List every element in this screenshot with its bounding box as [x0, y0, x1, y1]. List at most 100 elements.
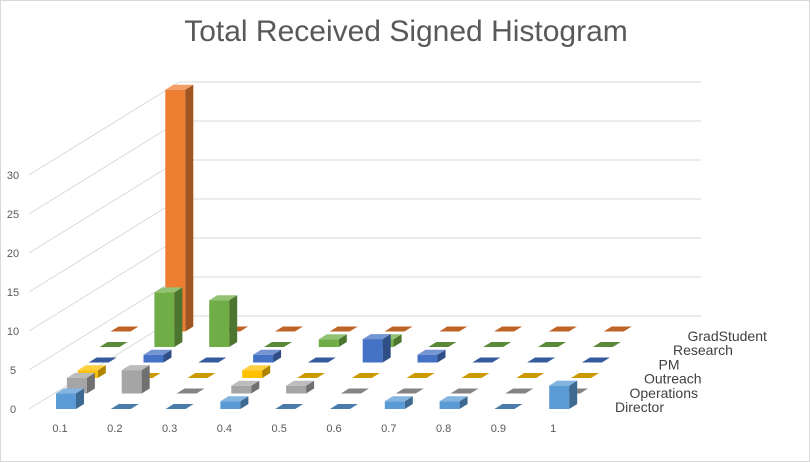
bar — [581, 357, 610, 363]
bar-top — [143, 349, 172, 355]
bar — [176, 388, 205, 394]
bar-top — [77, 365, 106, 371]
bar-front — [384, 401, 405, 409]
bar-side — [163, 349, 172, 363]
bar-front — [121, 370, 142, 394]
bar — [143, 349, 172, 363]
bar-side — [240, 396, 249, 409]
bar-floor-tile — [264, 342, 292, 347]
gridline — [28, 159, 701, 254]
bar-side — [141, 365, 150, 394]
y-tick-label: 0 — [10, 404, 16, 416]
bar — [483, 342, 512, 347]
bar — [330, 404, 358, 409]
bar-floor-tile — [516, 373, 545, 378]
bar — [527, 357, 556, 363]
bar-floor-tile — [527, 357, 556, 363]
y-tick-label: 30 — [7, 170, 19, 182]
bar — [231, 380, 260, 394]
bar-front — [143, 354, 164, 363]
bar-floor-tile — [297, 373, 325, 378]
y-tick-label: 5 — [10, 365, 16, 377]
bar — [264, 342, 292, 347]
bar-front — [286, 385, 307, 394]
bar-top — [318, 334, 347, 340]
x-tick-label: 0.2 — [107, 423, 122, 435]
bar-floor-tile — [592, 342, 621, 347]
bar — [99, 342, 128, 347]
x-tick-label: 0.3 — [162, 423, 177, 435]
bar — [110, 326, 139, 332]
x-tick-label: 0.4 — [217, 423, 232, 435]
bar-floor-tile — [450, 388, 479, 394]
bar-floor-tile — [494, 326, 523, 332]
series-labels: DirectorOperationsOutreachPMResearchGrad… — [615, 328, 767, 415]
bar-top — [253, 349, 282, 355]
bar — [439, 396, 468, 409]
series-label: Operations — [630, 385, 698, 401]
bar-front — [417, 354, 438, 363]
bar-side — [76, 388, 84, 409]
bar-side — [174, 287, 183, 347]
bar-front — [439, 401, 460, 409]
bar-front — [56, 393, 76, 409]
bar — [154, 287, 183, 347]
bar-side — [459, 396, 468, 409]
bar-top — [220, 396, 249, 402]
bar — [307, 357, 336, 363]
bar-front — [318, 339, 339, 347]
x-tick-label: 0.6 — [326, 423, 341, 435]
series-label: Director — [615, 399, 664, 415]
bar — [472, 357, 501, 363]
y-tick-label: 10 — [7, 326, 19, 338]
bar — [395, 388, 424, 394]
bar-floor-tile — [110, 404, 139, 409]
bar-floor-tile — [384, 326, 413, 332]
bar-top — [417, 349, 446, 355]
bar-floor-tile — [581, 357, 610, 363]
bar — [242, 365, 271, 378]
bar — [198, 357, 227, 363]
bar — [549, 380, 578, 409]
x-tick-label: 0.5 — [272, 423, 287, 435]
bar — [66, 372, 95, 394]
bar — [351, 373, 380, 378]
bar-top — [56, 388, 84, 394]
bar — [406, 373, 435, 378]
bar-front — [220, 401, 241, 409]
bar-side — [306, 380, 315, 394]
bar-top — [242, 365, 271, 371]
bars — [56, 84, 632, 409]
bar-side — [273, 349, 282, 363]
bar — [88, 357, 117, 363]
bar — [450, 388, 479, 394]
bar — [56, 388, 84, 409]
y-tick-label: 15 — [7, 287, 19, 299]
bar-front — [154, 292, 175, 347]
bar-side — [97, 365, 106, 378]
bar-top — [66, 372, 95, 378]
bar-front — [209, 300, 230, 347]
bar — [209, 295, 238, 347]
bar-front — [242, 370, 263, 378]
bar — [253, 349, 282, 363]
bar-floor-tile — [439, 326, 468, 332]
bar-floor-tile — [494, 404, 523, 409]
bar-floor-tile — [329, 326, 358, 332]
bar-side — [185, 84, 194, 332]
bar-side — [404, 396, 413, 409]
bar — [494, 326, 523, 332]
bar — [439, 326, 468, 332]
bar — [286, 380, 315, 394]
bar-side — [393, 334, 402, 347]
bar-floor-tile — [176, 388, 205, 394]
bar-front — [362, 339, 383, 363]
bar-floor-tile — [110, 326, 139, 332]
bar — [187, 373, 216, 378]
bar-side — [229, 295, 238, 347]
bar — [220, 396, 249, 409]
bar — [505, 388, 534, 394]
bar-front — [253, 354, 274, 363]
